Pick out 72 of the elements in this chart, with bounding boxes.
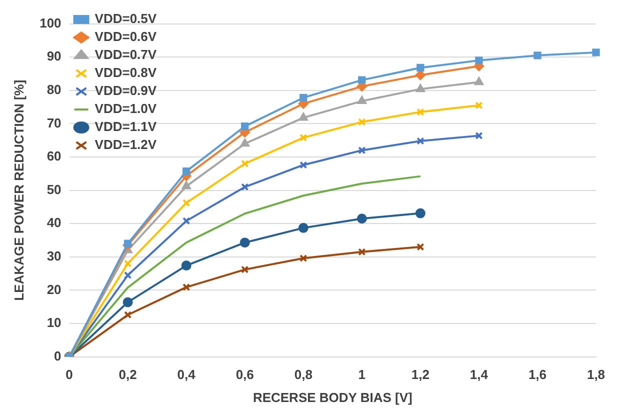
legend-label: VDD=0.6V — [94, 29, 157, 44]
x-tick-label: 0,8 — [294, 367, 312, 382]
point — [416, 108, 424, 116]
x-tick-label: 1,4 — [470, 367, 489, 382]
point — [475, 102, 483, 110]
point — [358, 146, 366, 154]
point — [356, 214, 367, 224]
legend-label: VDD=0.8V — [94, 65, 157, 80]
point — [358, 248, 366, 256]
point — [416, 243, 424, 251]
point — [358, 76, 366, 84]
x-tick-label: 0,2 — [118, 367, 137, 382]
legend-label: VDD=0.5V — [94, 11, 157, 26]
point — [416, 137, 424, 145]
point — [358, 118, 366, 126]
point — [241, 160, 249, 168]
point — [300, 161, 308, 169]
point — [124, 260, 132, 268]
x-tick-label: 1,6 — [528, 367, 547, 382]
y-tick-label: 100 — [40, 15, 62, 30]
point — [182, 199, 190, 207]
point — [182, 217, 190, 225]
point — [241, 122, 249, 130]
point — [124, 240, 132, 248]
y-tick-label: 50 — [46, 182, 62, 197]
point — [122, 297, 133, 308]
point — [182, 181, 191, 190]
legend-label: VDD=1.1V — [94, 119, 157, 134]
point — [298, 222, 308, 233]
point — [241, 183, 249, 191]
point — [182, 167, 190, 176]
point — [415, 208, 426, 218]
point — [240, 238, 250, 248]
point — [300, 134, 308, 142]
point — [534, 52, 542, 60]
point — [416, 64, 424, 72]
x-tick-label: 0,4 — [177, 367, 196, 382]
y-tick-label: 70 — [46, 115, 62, 130]
legend-label: VDD=0.7V — [94, 47, 157, 62]
point — [415, 70, 426, 80]
y-tick-label: 80 — [46, 82, 62, 97]
point — [124, 311, 132, 319]
y-tick-label: 20 — [46, 282, 62, 297]
point — [298, 112, 308, 121]
x-tick-label: 1 — [358, 367, 366, 382]
point — [181, 260, 192, 271]
point — [241, 266, 249, 274]
point — [474, 77, 484, 86]
point — [475, 56, 483, 64]
point — [300, 94, 308, 102]
y-tick-label: 40 — [46, 215, 62, 230]
point — [124, 271, 132, 280]
point — [300, 254, 308, 262]
point — [182, 283, 190, 292]
y-axis-title: LEAKAGE POWER REDUCTION [%] — [11, 80, 26, 301]
x-tick-label: 0,6 — [236, 367, 254, 382]
x-tick-label: 0 — [66, 367, 73, 382]
legend-label: VDD=1.2V — [94, 137, 157, 152]
y-tick-label: 90 — [46, 48, 62, 64]
legend-label: VDD=0.9V — [94, 83, 157, 98]
x-tick-label: 1,8 — [586, 367, 606, 382]
y-tick-label: 0 — [54, 348, 62, 364]
y-tick-label: 30 — [46, 248, 62, 264]
x-axis-title: RECERSE BODY BIAS [V] — [252, 390, 412, 405]
point — [240, 138, 250, 147]
legend-label: VDD=1.0V — [94, 101, 157, 116]
y-tick-label: 10 — [46, 315, 62, 330]
point — [592, 48, 600, 56]
y-tick-label: 60 — [46, 148, 62, 164]
point — [357, 96, 366, 104]
point — [416, 84, 425, 92]
x-tick-label: 1,2 — [411, 367, 430, 382]
